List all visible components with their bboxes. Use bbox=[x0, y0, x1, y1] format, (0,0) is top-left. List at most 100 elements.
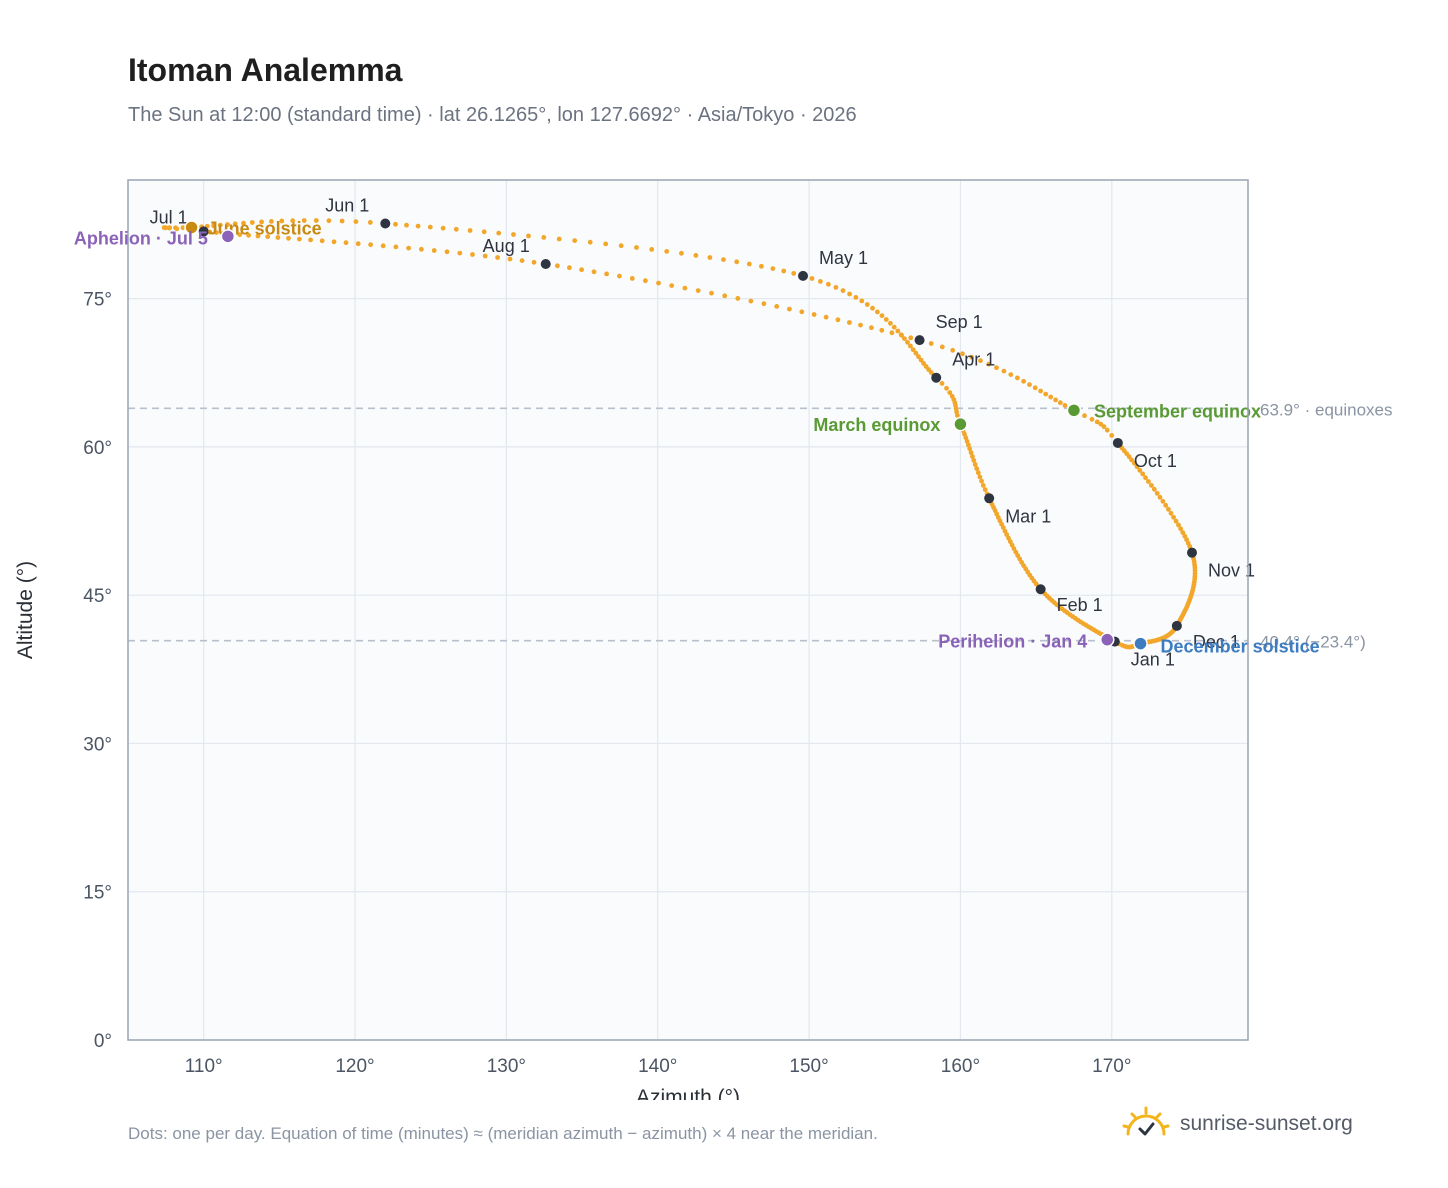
daily-sun-dot bbox=[918, 357, 924, 363]
event-marker-dot bbox=[953, 416, 968, 432]
brand-logo[interactable]: sunrise-sunset.org bbox=[1120, 1104, 1353, 1144]
daily-sun-dot bbox=[1173, 518, 1179, 524]
chart-subtitle: The Sun at 12:00 (standard time) · lat 2… bbox=[128, 104, 857, 126]
daily-sun-dot bbox=[734, 259, 740, 265]
daily-sun-dot bbox=[669, 283, 675, 288]
daily-sun-dot bbox=[380, 243, 386, 249]
month-marker-dot bbox=[914, 335, 925, 346]
daily-sun-dot bbox=[1013, 549, 1019, 555]
month-marker-label: Apr 1 bbox=[952, 350, 995, 370]
daily-sun-dot bbox=[440, 225, 446, 231]
daily-sun-dot bbox=[404, 222, 409, 228]
daily-sun-dot bbox=[964, 438, 970, 444]
daily-sun-dot bbox=[826, 281, 831, 287]
daily-sun-dot bbox=[1140, 471, 1146, 477]
daily-sun-dot bbox=[787, 306, 792, 312]
daily-sun-dot bbox=[415, 223, 421, 229]
daily-sun-dot bbox=[1038, 388, 1043, 394]
reference-line-label: 40.4° (−23.4°) bbox=[1260, 633, 1366, 652]
month-marker-dot bbox=[540, 259, 551, 270]
daily-sun-dot bbox=[353, 219, 359, 225]
daily-sun-dot bbox=[1157, 494, 1163, 500]
month-marker-dot bbox=[984, 493, 995, 504]
daily-sun-dot bbox=[913, 350, 919, 356]
daily-sun-dot bbox=[1109, 433, 1115, 438]
daily-sun-dot bbox=[427, 224, 433, 230]
daily-sun-dot bbox=[162, 225, 168, 231]
plot-frame bbox=[127, 179, 1249, 1041]
daily-sun-dot bbox=[735, 296, 741, 301]
daily-sun-dot bbox=[634, 245, 639, 250]
daily-sun-dot bbox=[241, 220, 246, 226]
daily-sun-dot bbox=[1043, 391, 1049, 397]
daily-sun-dot bbox=[1160, 498, 1166, 504]
daily-sun-dot bbox=[888, 320, 893, 326]
daily-sun-dot bbox=[1143, 475, 1148, 481]
daily-sun-dot bbox=[721, 257, 726, 262]
daily-sun-dot bbox=[921, 361, 926, 366]
daily-sun-dot bbox=[835, 317, 841, 323]
daily-sun-dot bbox=[722, 293, 728, 299]
daily-sun-dot bbox=[217, 222, 223, 228]
daily-sun-dot bbox=[174, 226, 180, 232]
daily-sun-dot bbox=[526, 233, 531, 239]
daily-sun-dot bbox=[1146, 479, 1151, 484]
month-marker-dot bbox=[1171, 620, 1182, 631]
daily-sun-dot bbox=[591, 269, 597, 275]
daily-sun-dot bbox=[482, 253, 488, 259]
daily-sun-dot bbox=[1134, 464, 1140, 470]
daily-sun-dot bbox=[541, 235, 547, 240]
daily-sun-dot bbox=[572, 238, 578, 244]
daily-sun-dot bbox=[970, 454, 975, 459]
daily-sun-dot bbox=[259, 219, 264, 225]
daily-sun-dot bbox=[1131, 460, 1137, 466]
daily-sun-dot bbox=[567, 265, 572, 271]
daily-sun-dot bbox=[899, 332, 904, 338]
event-marker-dot bbox=[220, 229, 236, 244]
daily-sun-dot bbox=[1101, 424, 1107, 430]
daily-sun-dot bbox=[1082, 413, 1087, 419]
daily-sun-dot bbox=[1129, 457, 1134, 463]
daily-sun-dot bbox=[656, 280, 661, 286]
daily-sun-dot bbox=[1062, 403, 1068, 408]
daily-sun-dot bbox=[695, 288, 701, 293]
daily-sun-dot bbox=[587, 239, 593, 245]
event-marker-dot bbox=[1066, 403, 1082, 418]
daily-sun-dot bbox=[679, 250, 684, 256]
daily-sun-dot bbox=[1021, 378, 1026, 384]
daily-sun-dot bbox=[368, 242, 373, 248]
month-marker-dot bbox=[931, 372, 942, 383]
y-tick-label: 45° bbox=[83, 586, 112, 607]
daily-sun-dot bbox=[467, 228, 473, 233]
daily-sun-dot bbox=[507, 256, 513, 262]
month-marker-dot bbox=[1187, 547, 1197, 558]
daily-sun-dot bbox=[1027, 382, 1032, 387]
daily-sun-dot bbox=[355, 241, 361, 247]
daily-sun-dot bbox=[709, 290, 714, 296]
daily-sun-dot bbox=[255, 233, 261, 239]
daily-sun-dot bbox=[853, 295, 859, 300]
daily-sun-dot bbox=[308, 237, 313, 243]
daily-sun-dot bbox=[910, 347, 916, 353]
y-tick-label: 30° bbox=[83, 734, 112, 755]
daily-sun-dot bbox=[963, 435, 969, 441]
daily-sun-dot bbox=[1163, 502, 1169, 508]
daily-sun-dot bbox=[902, 336, 907, 341]
x-tick-label: 160° bbox=[941, 1056, 980, 1077]
daily-sun-dot bbox=[967, 446, 973, 452]
month-markers: Jan 1 Feb 1 Mar 1 Apr 1 May 1 Jun 1 Jul 1 Aug 1… bbox=[150, 195, 1255, 669]
daily-sun-dot bbox=[319, 238, 325, 244]
daily-sun-dot bbox=[1094, 419, 1100, 425]
month-marker-label: Feb 1 bbox=[1057, 595, 1103, 615]
daily-sun-dot bbox=[496, 230, 502, 236]
daily-sun-dot bbox=[966, 442, 971, 448]
daily-sun-dot bbox=[875, 309, 880, 315]
daily-sun-dot bbox=[406, 245, 411, 251]
month-marker-label: Oct 1 bbox=[1134, 451, 1177, 471]
month-marker-label: May 1 bbox=[819, 248, 868, 268]
month-marker-label: Dec 1 bbox=[1193, 632, 1240, 652]
daily-sun-dot bbox=[286, 235, 291, 241]
daily-sun-dot bbox=[809, 276, 815, 281]
daily-sun-dot bbox=[939, 381, 945, 386]
daily-sun-dot bbox=[313, 218, 319, 223]
